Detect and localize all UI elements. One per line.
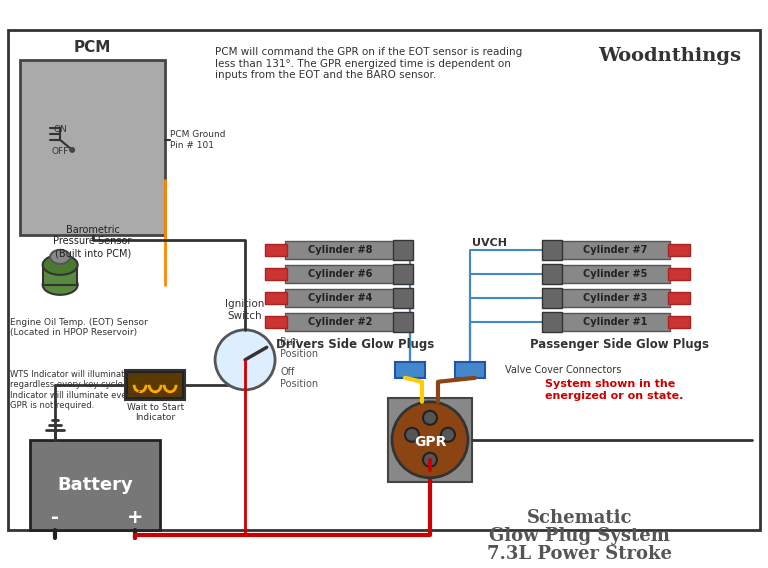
Text: System shown in the
energized or on state.: System shown in the energized or on stat… (545, 379, 684, 400)
Bar (393, 312, 413, 332)
Text: Ignition
Switch: Ignition Switch (225, 299, 265, 321)
Bar (542, 312, 562, 332)
Bar (265, 244, 287, 256)
Bar (542, 264, 562, 284)
Text: Schematic: Schematic (527, 509, 633, 527)
Bar (20, 60, 165, 235)
Bar (8, 30, 760, 530)
Circle shape (405, 428, 419, 442)
Text: Cylinder #2: Cylinder #2 (308, 317, 372, 327)
Text: Off
Position: Off Position (280, 367, 318, 389)
Text: ON: ON (53, 126, 67, 135)
Circle shape (441, 428, 455, 442)
Text: Cylinder #4: Cylinder #4 (308, 293, 372, 303)
Text: Passenger Side Glow Plugs: Passenger Side Glow Plugs (531, 339, 710, 352)
Text: Glow Plug System: Glow Plug System (489, 527, 670, 545)
Text: UVCH: UVCH (472, 238, 508, 248)
Bar (668, 292, 690, 304)
Bar (395, 362, 425, 378)
Text: PCM Ground
Pin # 101: PCM Ground Pin # 101 (170, 130, 226, 149)
Text: Cylinder #8: Cylinder #8 (308, 245, 372, 255)
Circle shape (215, 330, 275, 390)
Circle shape (69, 147, 75, 153)
Bar (455, 362, 485, 378)
Text: Run
Position: Run Position (280, 337, 318, 358)
Bar (560, 313, 670, 331)
Text: Cylinder #7: Cylinder #7 (583, 245, 647, 255)
Text: PCM: PCM (74, 40, 111, 56)
Bar (285, 313, 395, 331)
Bar (125, 370, 185, 400)
Bar (265, 316, 287, 328)
Text: Woodnthings: Woodnthings (598, 47, 741, 65)
Text: Cylinder #5: Cylinder #5 (583, 269, 647, 279)
Text: GPR: GPR (414, 435, 446, 449)
Bar (668, 316, 690, 328)
Text: Battery: Battery (58, 476, 133, 494)
Bar (542, 240, 562, 260)
Bar (285, 265, 395, 283)
Ellipse shape (43, 275, 78, 295)
Bar (668, 244, 690, 256)
Text: Valve Cover Connectors: Valve Cover Connectors (505, 365, 621, 375)
Bar (43, 265, 77, 285)
Text: WTS Indicator will illuminate
regardless every key cycle.
Indicator will illumin: WTS Indicator will illuminate regardless… (10, 370, 141, 410)
Bar (128, 373, 182, 397)
Circle shape (423, 453, 437, 467)
Text: Cylinder #1: Cylinder #1 (583, 317, 647, 327)
Text: 7.3L Power Stroke: 7.3L Power Stroke (488, 545, 673, 563)
Bar (393, 264, 413, 284)
Bar (668, 268, 690, 280)
Bar (30, 440, 160, 530)
Bar (560, 289, 670, 307)
Bar (393, 240, 413, 260)
Text: Barometric
Pressure Sensor
(Built into PCM): Barometric Pressure Sensor (Built into P… (54, 225, 132, 258)
Text: Cylinder #3: Cylinder #3 (583, 293, 647, 303)
Text: Wait to Start
Indicator: Wait to Start Indicator (127, 403, 184, 423)
Text: Engine Oil Temp. (EOT) Sensor
(Located in HPOP Reservoir): Engine Oil Temp. (EOT) Sensor (Located i… (10, 318, 148, 337)
Circle shape (423, 411, 437, 425)
Bar (388, 398, 472, 482)
Text: Cylinder #6: Cylinder #6 (308, 269, 372, 279)
Ellipse shape (50, 250, 70, 264)
Text: -: - (51, 508, 59, 527)
Bar (265, 268, 287, 280)
Circle shape (392, 402, 468, 478)
Text: OFF: OFF (51, 148, 69, 156)
Bar (265, 292, 287, 304)
Bar (285, 241, 395, 259)
Bar (560, 241, 670, 259)
Bar (542, 288, 562, 308)
Ellipse shape (43, 255, 78, 275)
Bar (285, 289, 395, 307)
Bar (560, 265, 670, 283)
Text: +: + (127, 508, 144, 527)
Bar (393, 288, 413, 308)
Text: PCM will command the GPR on if the EOT sensor is reading
less than 131°. The GPR: PCM will command the GPR on if the EOT s… (215, 47, 522, 80)
Text: Drivers Side Glow Plugs: Drivers Side Glow Plugs (276, 339, 434, 352)
